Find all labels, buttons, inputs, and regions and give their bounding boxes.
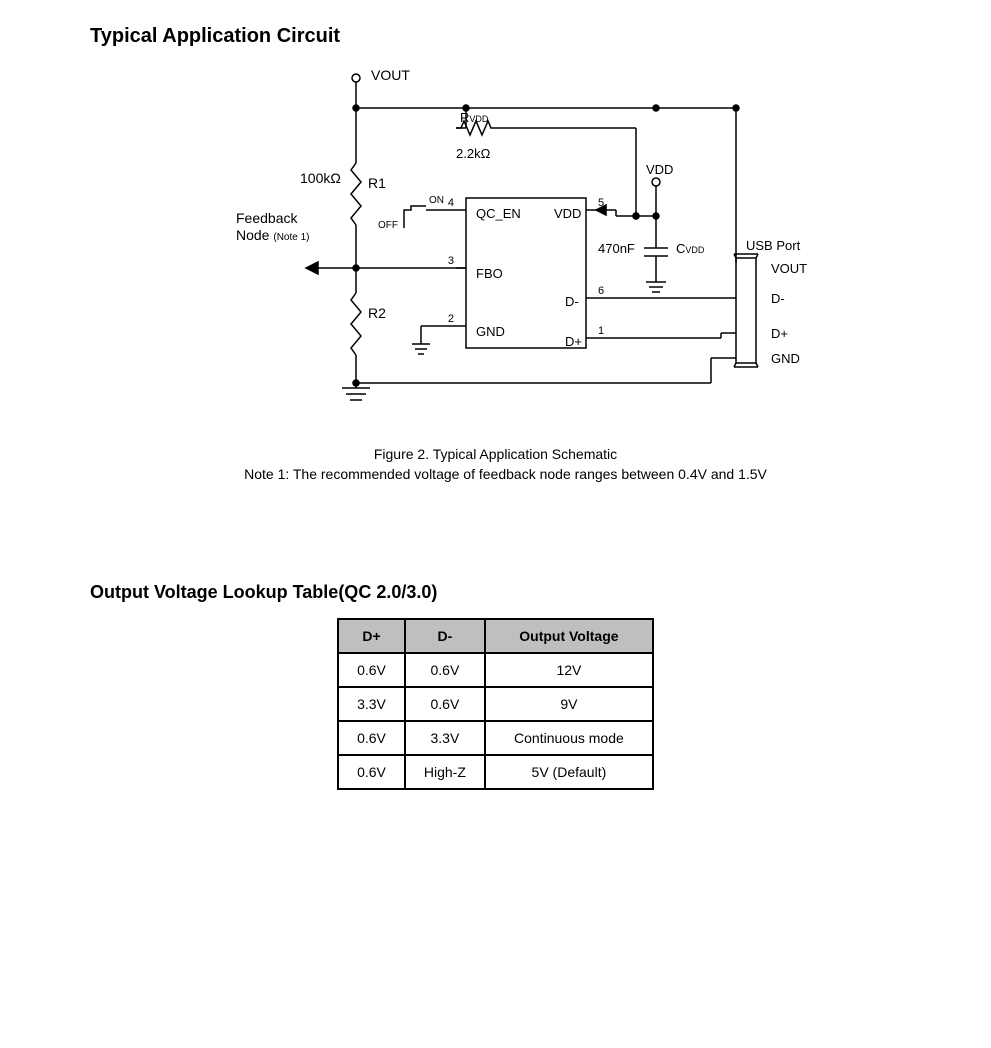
- cell: 9V: [485, 687, 653, 721]
- label-feedback-note: (Note 1): [273, 232, 309, 243]
- ic-fbo: FBO: [476, 266, 503, 281]
- label-vout: VOUT: [371, 67, 410, 83]
- label-cap: 470nF: [598, 241, 635, 256]
- th-vout: Output Voltage: [485, 619, 653, 653]
- ic-p6: 6: [598, 285, 604, 297]
- label-usb-dm: D-: [771, 291, 785, 306]
- label-cvdd-sub: VDD: [685, 245, 705, 255]
- ic-p4: 4: [447, 197, 453, 209]
- table-row: 3.3V 0.6V 9V: [338, 687, 653, 721]
- table-header-row: D+ D- Output Voltage: [338, 619, 653, 653]
- ic-p3: 3: [447, 255, 453, 267]
- ic-p2: 2: [447, 313, 453, 325]
- schematic-note: Note 1: The recommended voltage of feedb…: [244, 466, 767, 482]
- cell: 0.6V: [338, 653, 405, 687]
- ic-p1: 1: [598, 325, 604, 337]
- schematic-container: VOUT RVDD 2.2kΩ: [90, 58, 901, 482]
- cell: 0.6V: [405, 687, 485, 721]
- svg-text:Node (Note 1): Node (Note 1): [236, 227, 309, 243]
- cell: 0.6V: [338, 755, 405, 789]
- table-row: 0.6V High-Z 5V (Default): [338, 755, 653, 789]
- label-feedback: Feedback: [236, 210, 298, 226]
- ic-vdd: VDD: [554, 206, 581, 221]
- cell: 0.6V: [405, 653, 485, 687]
- section-heading-circuit: Typical Application Circuit: [90, 25, 901, 48]
- qc-table: D+ D- Output Voltage 0.6V 0.6V 12V 3.3V …: [337, 618, 654, 790]
- section-heading-table: Output Voltage Lookup Table(QC 2.0/3.0): [90, 582, 901, 603]
- ic-gnd: GND: [476, 324, 505, 339]
- schematic-svg: VOUT RVDD 2.2kΩ: [156, 58, 836, 438]
- ic-dm: D-: [565, 294, 579, 309]
- cell: 12V: [485, 653, 653, 687]
- th-dp: D+: [338, 619, 405, 653]
- label-rvdd: R: [460, 110, 469, 125]
- label-vdd: VDD: [646, 162, 673, 177]
- label-usb-gnd: GND: [771, 351, 800, 366]
- label-r1-val: 100kΩ: [300, 170, 341, 186]
- cell: 0.6V: [338, 721, 405, 755]
- cell: 5V (Default): [485, 755, 653, 789]
- cell: 3.3V: [338, 687, 405, 721]
- cell: 3.3V: [405, 721, 485, 755]
- schematic-caption: Figure 2. Typical Application Schematic: [374, 446, 617, 462]
- label-usb-vout: VOUT: [771, 261, 807, 276]
- svg-text:CVDD: CVDD: [676, 241, 705, 256]
- label-rvdd-val: 2.2kΩ: [456, 146, 491, 161]
- label-off: OFF: [378, 220, 398, 231]
- ic-dp: D+: [565, 334, 582, 349]
- label-r1: R1: [368, 175, 386, 191]
- label-rvdd-sub: VDD: [469, 114, 489, 124]
- ic-qc-en: QC_EN: [476, 206, 521, 221]
- label-on: ON: [429, 195, 444, 206]
- table-row: 0.6V 3.3V Continuous mode: [338, 721, 653, 755]
- table-row: 0.6V 0.6V 12V: [338, 653, 653, 687]
- svg-text:RVDD: RVDD: [460, 110, 489, 125]
- cell: Continuous mode: [485, 721, 653, 755]
- label-usb-dp: D+: [771, 326, 788, 341]
- label-feedback-node: Node: [236, 227, 270, 243]
- label-cvdd: C: [676, 241, 685, 256]
- label-usb: USB Port: [746, 238, 801, 253]
- th-dm: D-: [405, 619, 485, 653]
- cell: High-Z: [405, 755, 485, 789]
- label-r2: R2: [368, 305, 386, 321]
